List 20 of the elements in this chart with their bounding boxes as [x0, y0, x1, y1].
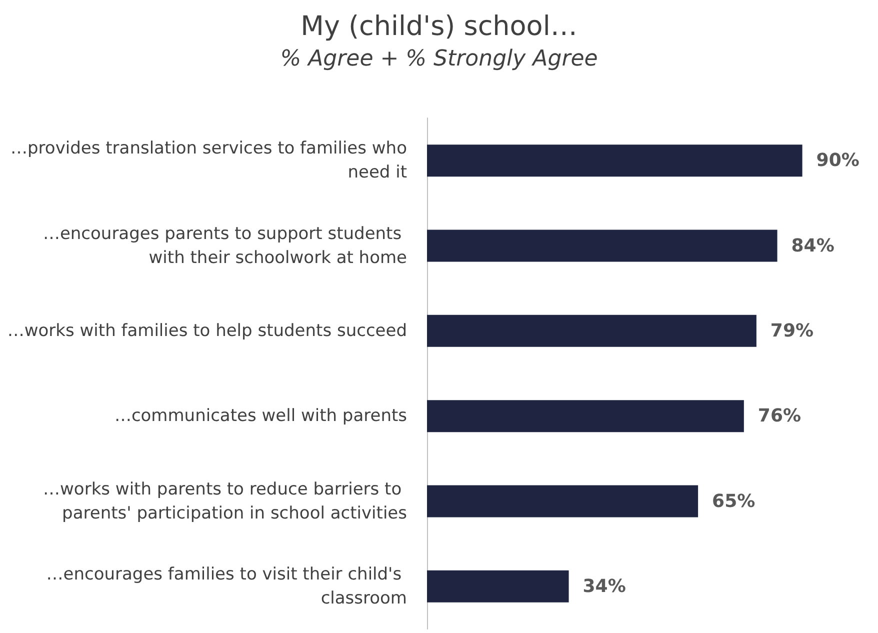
data-label: 90%: [816, 150, 860, 172]
bar: [427, 485, 698, 518]
data-label: 79%: [770, 320, 814, 342]
bar: [427, 570, 569, 602]
y-tick-label: …provides translation services to families who need it: [10, 138, 408, 183]
bar: [427, 400, 744, 432]
data-label: 65%: [712, 490, 756, 512]
y-tick-label: …works with families to help students succeed: [7, 320, 407, 341]
data-label: 34%: [582, 576, 626, 597]
bar: [427, 230, 778, 262]
y-tick-label: …works with parents to reduce barriers to parents' participation in school activities: [43, 479, 408, 524]
bar: [427, 314, 756, 347]
y-tick-label: …encourages families to visit their child's classroom: [46, 564, 407, 608]
bar: [427, 144, 802, 177]
data-label: 76%: [758, 406, 802, 427]
chart-subtitle: % Agree + % Strongly Agree: [280, 46, 598, 72]
y-tick-label: …communicates well with parents: [114, 406, 408, 426]
data-label: 84%: [791, 235, 834, 256]
chart-title: My (child's) school…: [300, 11, 578, 42]
y-tick-label: …encourages parents to support students with their schoolwork at home: [42, 224, 407, 268]
